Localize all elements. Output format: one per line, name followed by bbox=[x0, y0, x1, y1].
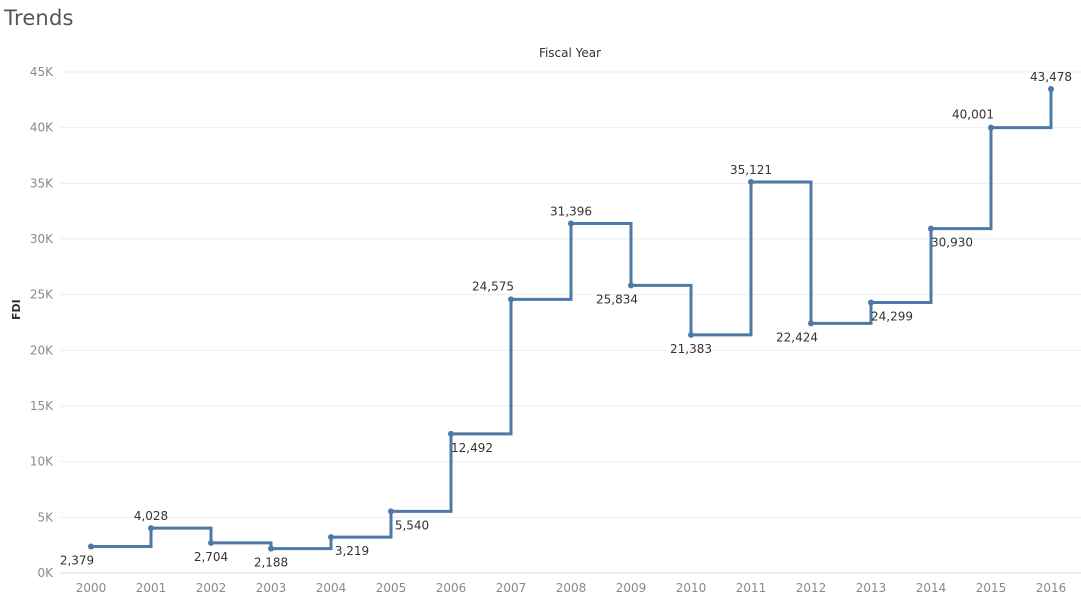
x-tick-label: 2005 bbox=[376, 581, 407, 595]
x-tick-label: 2011 bbox=[736, 581, 767, 595]
y-tick-label: 35K bbox=[30, 176, 54, 190]
x-tick-label: 2009 bbox=[616, 581, 647, 595]
x-tick-label: 2015 bbox=[976, 581, 1007, 595]
y-tick-label: 15K bbox=[30, 399, 54, 413]
data-label: 2,379 bbox=[60, 554, 94, 568]
x-tick-label: 2006 bbox=[436, 581, 467, 595]
y-tick-label: 10K bbox=[30, 455, 54, 469]
data-label: 5,540 bbox=[395, 518, 429, 532]
x-tick-label: 2001 bbox=[136, 581, 167, 595]
data-label: 21,383 bbox=[670, 342, 712, 356]
data-point bbox=[688, 331, 694, 338]
x-tick-label: 2013 bbox=[856, 581, 887, 595]
x-tick-label: 2012 bbox=[796, 581, 827, 595]
gridlines bbox=[60, 71, 1081, 574]
y-tick-label: 0K bbox=[37, 566, 54, 580]
data-points bbox=[88, 85, 1054, 552]
y-tick-label: 30K bbox=[30, 232, 54, 246]
x-tick-label: 2004 bbox=[316, 581, 347, 595]
page-title: Trends bbox=[4, 6, 74, 30]
data-label: 24,299 bbox=[871, 309, 913, 323]
data-point bbox=[628, 282, 634, 289]
x-tick-label: 2014 bbox=[916, 581, 947, 595]
y-axis-ticks: 0K 5K 10K 15K 20K 25K 30K 35K 40K 45K bbox=[30, 65, 54, 580]
data-point bbox=[448, 430, 454, 437]
data-point bbox=[568, 220, 574, 227]
data-point bbox=[388, 508, 394, 515]
y-tick-label: 25K bbox=[30, 288, 54, 302]
data-point bbox=[748, 178, 754, 185]
y-tick-label: 20K bbox=[30, 343, 54, 357]
data-point bbox=[1048, 85, 1054, 92]
data-point bbox=[808, 320, 814, 327]
data-point bbox=[148, 525, 154, 532]
data-labels: 2,379 4,028 2,704 2,188 3,219 5,540 12,492 24,5… bbox=[60, 70, 1072, 570]
y-tick-label: 5K bbox=[37, 510, 54, 524]
data-label: 25,834 bbox=[596, 292, 638, 306]
data-label: 12,492 bbox=[451, 441, 493, 455]
data-point bbox=[928, 225, 934, 232]
x-tick-label: 2002 bbox=[196, 581, 227, 595]
data-point bbox=[328, 534, 334, 541]
data-label: 35,121 bbox=[730, 163, 772, 177]
data-point bbox=[508, 296, 514, 303]
data-point bbox=[868, 299, 874, 306]
x-tick-label: 2003 bbox=[256, 581, 287, 595]
x-tick-label: 2000 bbox=[76, 581, 107, 595]
data-label: 2,188 bbox=[254, 556, 288, 570]
data-point bbox=[88, 543, 94, 550]
data-point bbox=[268, 545, 274, 552]
x-tick-label: 2010 bbox=[676, 581, 707, 595]
data-point bbox=[208, 539, 214, 546]
y-tick-label: 45K bbox=[30, 65, 54, 79]
data-label: 30,930 bbox=[931, 236, 973, 250]
x-axis-title: Fiscal Year bbox=[538, 46, 602, 60]
data-label: 40,001 bbox=[952, 108, 994, 122]
data-label: 2,704 bbox=[194, 550, 228, 564]
data-label: 3,219 bbox=[335, 544, 369, 558]
x-axis-ticks: 2000 2001 2002 2003 2004 2005 2006 2007 2008 2009… bbox=[76, 581, 1067, 595]
y-tick-label: 40K bbox=[30, 121, 54, 135]
data-point bbox=[988, 124, 994, 131]
data-label: 4,028 bbox=[134, 509, 168, 523]
x-tick-label: 2007 bbox=[496, 581, 527, 595]
data-label: 24,575 bbox=[472, 279, 514, 293]
data-label: 22,424 bbox=[776, 330, 818, 344]
data-label: 31,396 bbox=[550, 204, 592, 218]
x-tick-label: 2016 bbox=[1036, 581, 1067, 595]
data-label: 43,478 bbox=[1030, 70, 1072, 84]
x-tick-label: 2008 bbox=[556, 581, 587, 595]
